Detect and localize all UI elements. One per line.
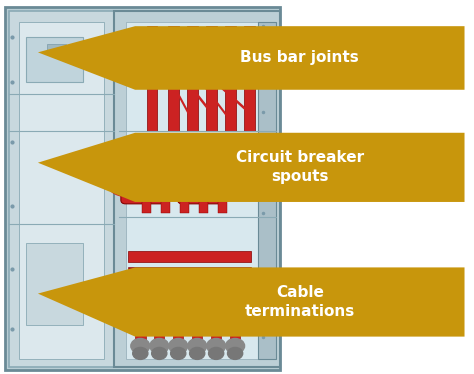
FancyBboxPatch shape — [168, 26, 179, 131]
FancyBboxPatch shape — [225, 26, 236, 131]
Text: Bus bar joints: Bus bar joints — [240, 50, 359, 65]
FancyBboxPatch shape — [126, 173, 220, 190]
FancyBboxPatch shape — [47, 44, 66, 50]
FancyBboxPatch shape — [128, 267, 251, 275]
Circle shape — [228, 347, 243, 359]
FancyBboxPatch shape — [128, 251, 251, 262]
Polygon shape — [38, 133, 465, 202]
FancyBboxPatch shape — [258, 22, 276, 359]
FancyBboxPatch shape — [19, 22, 104, 359]
FancyBboxPatch shape — [26, 37, 83, 82]
Circle shape — [190, 347, 205, 359]
FancyBboxPatch shape — [154, 269, 164, 344]
FancyBboxPatch shape — [135, 269, 146, 344]
Circle shape — [164, 166, 201, 196]
FancyBboxPatch shape — [147, 26, 157, 131]
Circle shape — [152, 347, 167, 359]
FancyBboxPatch shape — [126, 22, 258, 359]
FancyBboxPatch shape — [192, 269, 202, 344]
FancyBboxPatch shape — [5, 7, 280, 370]
Circle shape — [226, 338, 245, 353]
FancyBboxPatch shape — [218, 198, 227, 213]
Circle shape — [207, 338, 226, 353]
FancyBboxPatch shape — [199, 198, 208, 213]
FancyBboxPatch shape — [128, 277, 239, 282]
FancyBboxPatch shape — [178, 159, 225, 204]
FancyBboxPatch shape — [206, 26, 217, 131]
FancyBboxPatch shape — [173, 269, 183, 344]
Text: Circuit breaker
spouts: Circuit breaker spouts — [236, 150, 364, 184]
FancyBboxPatch shape — [26, 243, 83, 325]
FancyBboxPatch shape — [9, 11, 114, 367]
FancyBboxPatch shape — [187, 26, 198, 131]
Circle shape — [133, 347, 148, 359]
FancyBboxPatch shape — [128, 286, 239, 292]
Circle shape — [114, 172, 137, 191]
FancyBboxPatch shape — [211, 269, 221, 344]
FancyBboxPatch shape — [230, 269, 240, 344]
FancyBboxPatch shape — [121, 159, 168, 204]
Circle shape — [131, 338, 150, 353]
Circle shape — [171, 347, 186, 359]
Circle shape — [171, 172, 194, 191]
FancyBboxPatch shape — [114, 11, 280, 367]
FancyBboxPatch shape — [180, 198, 189, 213]
Text: Cable
terminations: Cable terminations — [245, 285, 355, 319]
FancyBboxPatch shape — [244, 26, 255, 131]
Circle shape — [150, 338, 169, 353]
Circle shape — [209, 347, 224, 359]
Circle shape — [188, 338, 207, 353]
FancyBboxPatch shape — [142, 198, 151, 213]
Circle shape — [107, 166, 145, 196]
FancyBboxPatch shape — [161, 198, 170, 213]
Polygon shape — [38, 26, 465, 90]
Circle shape — [169, 338, 188, 353]
Polygon shape — [38, 267, 465, 337]
